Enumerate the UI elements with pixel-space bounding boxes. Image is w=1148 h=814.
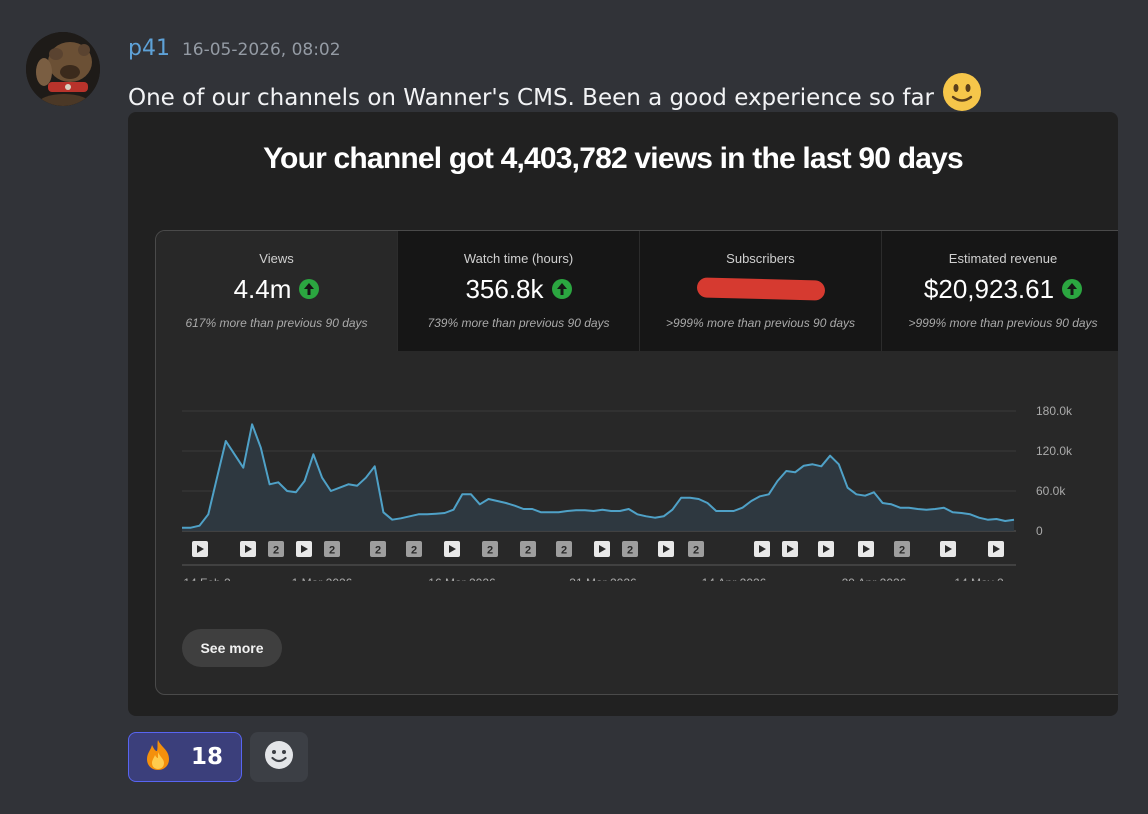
avatar-image <box>26 32 100 106</box>
reaction-fire[interactable]: 18 <box>128 732 242 782</box>
video-count-marker <box>370 541 386 557</box>
y-tick-label: 180.0k <box>1036 404 1073 418</box>
play-icon <box>301 545 308 553</box>
analytics-screenshot-embed[interactable]: Your channel got 4,403,782 views in the … <box>128 112 1118 716</box>
marker-count: 2 <box>375 545 381 557</box>
x-tick-label: 31 Mar 2026 <box>569 576 637 581</box>
metric-tabs: Views 4.4m 617% more than previous 90 da… <box>156 231 1118 351</box>
marker-count: 2 <box>561 545 567 557</box>
video-count-marker <box>556 541 572 557</box>
message-timestamp: 16-05-2026, 08:02 <box>181 40 341 60</box>
marker-count: 2 <box>411 545 417 557</box>
video-count-marker <box>406 541 422 557</box>
y-tick-label: 0 <box>1036 524 1043 538</box>
redaction-mark <box>696 277 825 301</box>
video-count-marker <box>894 541 910 557</box>
author-name[interactable]: p41 <box>128 36 170 61</box>
tab-comparison: 617% more than previous 90 days <box>185 316 368 330</box>
play-icon <box>945 545 952 553</box>
tab-value: $20,923.61 <box>923 273 1055 304</box>
play-icon <box>823 545 830 553</box>
tab-label: Watch time (hours) <box>463 251 574 266</box>
tab-comparison: >999% more than previous 90 days <box>665 316 856 330</box>
video-count-marker <box>482 541 498 557</box>
play-icon <box>663 545 670 553</box>
tab-views[interactable]: Views 4.4m 617% more than previous 90 da… <box>156 231 398 351</box>
add-reaction-smiley-icon <box>263 739 295 775</box>
video-count-marker <box>324 541 340 557</box>
tab-watch-time[interactable]: Watch time (hours) 356.8k 739% more than… <box>398 231 640 351</box>
x-tick-label: 14 Apr 2026 <box>702 576 767 581</box>
tab-label: Estimated revenue <box>948 251 1058 266</box>
x-tick-label: 14 May 2... <box>954 576 1013 581</box>
tab-value: 356.8k <box>465 273 544 304</box>
play-icon <box>197 545 204 553</box>
video-count-marker <box>688 541 704 557</box>
tab-comparison: >999% more than previous 90 days <box>908 316 1098 330</box>
message-text: One of our channels on Wanner's CMS. Bee… <box>128 84 934 111</box>
message-content: One of our channels on Wanner's CMS. Bee… <box>128 72 982 123</box>
play-icon <box>787 545 794 553</box>
play-icon <box>245 545 252 553</box>
message-header: p41 16-05-2026, 08:02 <box>128 36 341 61</box>
views-line <box>182 423 1015 529</box>
fire-emoji-icon <box>141 738 175 776</box>
tab-label: Views <box>259 251 294 266</box>
x-tick-label: 16 Mar 2026 <box>428 576 496 581</box>
analytics-card: Views 4.4m 617% more than previous 90 da… <box>155 230 1118 695</box>
arrow-up-icon <box>1062 279 1083 299</box>
marker-count: 2 <box>627 545 633 557</box>
arrow-up-icon <box>299 279 320 299</box>
y-tick-label: 120.0k <box>1036 444 1073 458</box>
play-icon <box>863 545 870 553</box>
see-more-button[interactable]: See more <box>182 629 282 667</box>
video-count-marker <box>520 541 536 557</box>
slightly-smiling-emoji-icon <box>942 72 982 123</box>
user-avatar[interactable] <box>26 32 100 106</box>
video-count-marker <box>268 541 284 557</box>
tab-estimated-revenue[interactable]: Estimated revenue $20,923.61 >999% more … <box>882 231 1118 351</box>
play-icon <box>759 545 766 553</box>
reaction-bar: 18 <box>128 732 308 782</box>
tab-value: 4.4m <box>233 273 292 304</box>
play-icon <box>599 545 606 553</box>
x-tick-label: 1 Mar 2026 <box>292 576 353 581</box>
marker-count: 2 <box>525 545 531 557</box>
y-tick-label: 60.0k <box>1036 484 1066 498</box>
views-chart: 180.0k 120.0k 60.0k 0 2 2 2 2 2 2 2 2 2 2 14 Feb 2... 1… <box>156 351 1118 590</box>
views-chart-svg: 180.0k 120.0k 60.0k 0 2 2 2 2 2 2 2 2 2 2 14 Feb 2... 1… <box>182 404 1073 590</box>
arrow-up-icon <box>551 279 572 299</box>
tab-comparison: 739% more than previous 90 days <box>427 316 610 330</box>
marker-count: 2 <box>273 545 279 557</box>
tab-subscribers[interactable]: Subscribers >999% more than previous 90 … <box>640 231 882 351</box>
x-tick-label: 14 Feb 2... <box>183 576 240 581</box>
x-tick-label: 29 Apr 2026 <box>842 576 907 581</box>
marker-count: 2 <box>329 545 335 557</box>
marker-count: 2 <box>487 545 493 557</box>
views-area <box>182 424 1014 531</box>
marker-count: 2 <box>693 545 699 557</box>
play-icon <box>449 545 456 553</box>
embed-title: Your channel got 4,403,782 views in the … <box>263 142 964 175</box>
tab-label: Subscribers <box>726 251 795 266</box>
play-icon <box>993 545 1000 553</box>
marker-count: 2 <box>899 545 905 557</box>
add-reaction-button[interactable] <box>250 732 308 782</box>
reaction-count: 18 <box>191 744 224 770</box>
video-count-marker <box>622 541 638 557</box>
